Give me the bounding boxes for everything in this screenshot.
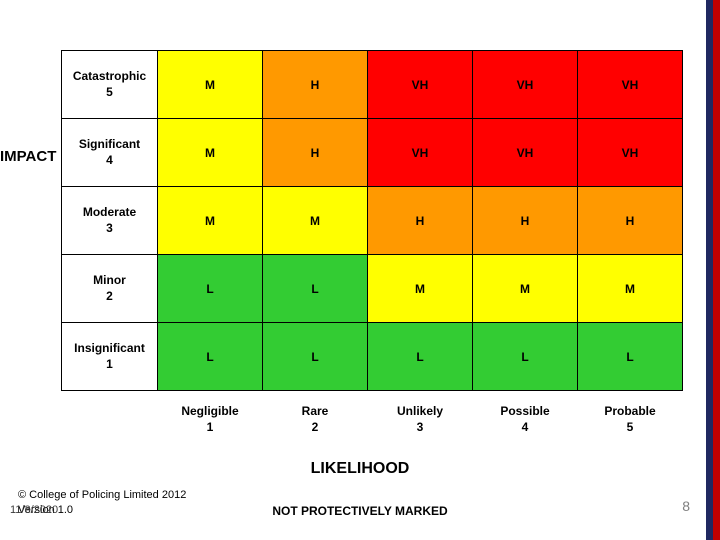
- risk-cell: L: [368, 323, 473, 391]
- likelihood-col-header: Unlikely3: [368, 391, 473, 449]
- corner-empty: [62, 391, 158, 449]
- likelihood-col-header: Rare2: [263, 391, 368, 449]
- risk-cell: M: [263, 187, 368, 255]
- risk-cell: M: [368, 255, 473, 323]
- footer-classification: NOT PROTECTIVELY MARKED: [0, 504, 720, 518]
- risk-cell: H: [263, 51, 368, 119]
- risk-cell: M: [158, 119, 263, 187]
- stripe-red: [713, 0, 720, 540]
- stripe-navy: [706, 0, 713, 540]
- risk-cell: VH: [368, 51, 473, 119]
- likelihood-col-header: Negligible1: [158, 391, 263, 449]
- risk-cell: VH: [473, 119, 578, 187]
- risk-cell: H: [368, 187, 473, 255]
- risk-cell: VH: [368, 119, 473, 187]
- risk-cell: VH: [578, 51, 683, 119]
- risk-cell: H: [263, 119, 368, 187]
- risk-cell: H: [578, 187, 683, 255]
- likelihood-col-header: Probable5: [578, 391, 683, 449]
- copyright-line1: © College of Policing Limited 2012: [18, 488, 186, 503]
- risk-cell: H: [473, 187, 578, 255]
- impact-row-header: Catastrophic5: [62, 51, 158, 119]
- likelihood-axis-label: LIKELIHOOD: [0, 460, 720, 478]
- risk-cell: L: [158, 323, 263, 391]
- impact-axis-label: IMPACT: [0, 148, 56, 165]
- likelihood-col-header: Possible4: [473, 391, 578, 449]
- risk-cell: VH: [578, 119, 683, 187]
- risk-cell: VH: [473, 51, 578, 119]
- risk-cell: L: [263, 255, 368, 323]
- page-number: 8: [682, 498, 690, 514]
- risk-cell: L: [263, 323, 368, 391]
- risk-matrix: Catastrophic5MHVHVHVHSignificant4MHVHVHV…: [61, 50, 683, 449]
- risk-cell: L: [473, 323, 578, 391]
- impact-row-header: Insignificant1: [62, 323, 158, 391]
- impact-row-header: Minor2: [62, 255, 158, 323]
- risk-cell: M: [158, 187, 263, 255]
- side-stripe: [706, 0, 720, 540]
- risk-cell: L: [158, 255, 263, 323]
- risk-cell: M: [158, 51, 263, 119]
- risk-cell: M: [473, 255, 578, 323]
- impact-row-header: Moderate3: [62, 187, 158, 255]
- risk-cell: M: [578, 255, 683, 323]
- risk-cell: L: [578, 323, 683, 391]
- impact-row-header: Significant4: [62, 119, 158, 187]
